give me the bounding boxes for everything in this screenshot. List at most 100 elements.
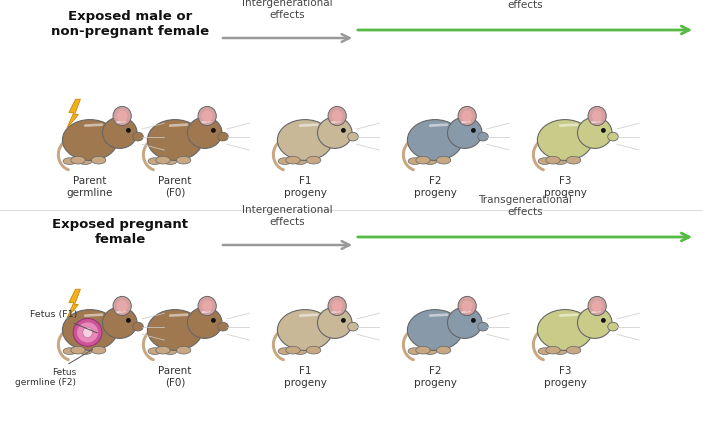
Ellipse shape bbox=[286, 156, 300, 164]
Ellipse shape bbox=[462, 110, 472, 122]
Ellipse shape bbox=[133, 322, 143, 331]
Ellipse shape bbox=[415, 156, 430, 164]
Ellipse shape bbox=[164, 348, 177, 354]
Polygon shape bbox=[67, 289, 80, 318]
Ellipse shape bbox=[63, 158, 77, 165]
Ellipse shape bbox=[423, 158, 437, 165]
Ellipse shape bbox=[553, 348, 567, 354]
Ellipse shape bbox=[91, 156, 106, 164]
Text: Intergenerational
effects: Intergenerational effects bbox=[243, 205, 333, 227]
Ellipse shape bbox=[592, 110, 602, 122]
Ellipse shape bbox=[592, 300, 602, 312]
Ellipse shape bbox=[148, 348, 162, 354]
Ellipse shape bbox=[148, 120, 202, 160]
Ellipse shape bbox=[307, 346, 321, 354]
Text: Fetus
germline (F2): Fetus germline (F2) bbox=[15, 349, 93, 387]
Ellipse shape bbox=[63, 120, 117, 160]
Ellipse shape bbox=[471, 128, 476, 133]
Ellipse shape bbox=[448, 307, 482, 338]
Text: Parent
(F0): Parent (F0) bbox=[158, 366, 192, 388]
Ellipse shape bbox=[408, 348, 422, 354]
Ellipse shape bbox=[423, 348, 437, 354]
Ellipse shape bbox=[77, 322, 98, 342]
Ellipse shape bbox=[79, 348, 92, 354]
Text: Parent
germline: Parent germline bbox=[67, 176, 113, 197]
Ellipse shape bbox=[202, 300, 212, 312]
Ellipse shape bbox=[332, 110, 342, 122]
Text: F2
progeny: F2 progeny bbox=[413, 366, 456, 388]
Ellipse shape bbox=[176, 346, 191, 354]
Ellipse shape bbox=[293, 158, 307, 165]
Ellipse shape bbox=[73, 318, 102, 346]
Ellipse shape bbox=[103, 117, 137, 148]
Ellipse shape bbox=[278, 348, 292, 354]
Ellipse shape bbox=[103, 307, 137, 338]
Ellipse shape bbox=[198, 107, 217, 125]
Ellipse shape bbox=[478, 322, 489, 331]
Ellipse shape bbox=[91, 346, 106, 354]
Ellipse shape bbox=[198, 296, 217, 316]
Ellipse shape bbox=[448, 117, 482, 148]
Ellipse shape bbox=[71, 346, 85, 354]
Ellipse shape bbox=[588, 296, 606, 316]
Ellipse shape bbox=[348, 322, 359, 331]
Ellipse shape bbox=[71, 156, 85, 164]
Ellipse shape bbox=[211, 128, 216, 133]
Ellipse shape bbox=[471, 318, 476, 323]
Ellipse shape bbox=[117, 110, 127, 122]
Ellipse shape bbox=[458, 107, 476, 125]
Ellipse shape bbox=[211, 318, 216, 323]
Ellipse shape bbox=[341, 318, 346, 323]
Ellipse shape bbox=[462, 300, 472, 312]
Ellipse shape bbox=[126, 128, 131, 133]
Ellipse shape bbox=[218, 322, 228, 331]
Ellipse shape bbox=[156, 156, 170, 164]
Ellipse shape bbox=[437, 346, 451, 354]
Ellipse shape bbox=[415, 346, 430, 354]
Ellipse shape bbox=[538, 348, 552, 354]
Ellipse shape bbox=[567, 346, 581, 354]
Ellipse shape bbox=[341, 128, 346, 133]
Ellipse shape bbox=[607, 322, 618, 331]
Text: Fetus (F1): Fetus (F1) bbox=[30, 311, 98, 333]
Ellipse shape bbox=[601, 128, 606, 133]
Ellipse shape bbox=[318, 307, 352, 338]
Ellipse shape bbox=[278, 120, 333, 160]
Ellipse shape bbox=[278, 309, 333, 350]
Ellipse shape bbox=[117, 300, 127, 312]
Ellipse shape bbox=[328, 296, 347, 316]
Text: F1
progeny: F1 progeny bbox=[283, 366, 326, 388]
Ellipse shape bbox=[538, 158, 552, 165]
Ellipse shape bbox=[553, 158, 567, 165]
Text: F3
progeny: F3 progeny bbox=[543, 366, 586, 388]
Polygon shape bbox=[67, 99, 80, 128]
Ellipse shape bbox=[126, 318, 131, 323]
Text: F3
progeny: F3 progeny bbox=[543, 176, 586, 197]
Ellipse shape bbox=[79, 158, 92, 165]
Ellipse shape bbox=[588, 107, 606, 125]
Ellipse shape bbox=[113, 107, 131, 125]
Ellipse shape bbox=[437, 156, 451, 164]
Ellipse shape bbox=[293, 348, 307, 354]
Ellipse shape bbox=[202, 110, 212, 122]
Ellipse shape bbox=[286, 346, 300, 354]
Ellipse shape bbox=[332, 300, 342, 312]
Ellipse shape bbox=[218, 132, 228, 141]
Ellipse shape bbox=[83, 327, 92, 338]
Ellipse shape bbox=[478, 132, 489, 141]
Ellipse shape bbox=[408, 120, 463, 160]
Ellipse shape bbox=[567, 156, 581, 164]
Ellipse shape bbox=[577, 117, 612, 148]
Ellipse shape bbox=[113, 296, 131, 316]
Ellipse shape bbox=[133, 132, 143, 141]
Ellipse shape bbox=[188, 307, 222, 338]
Ellipse shape bbox=[607, 132, 618, 141]
Text: Parent
(F0): Parent (F0) bbox=[158, 176, 192, 197]
Ellipse shape bbox=[63, 309, 117, 350]
Ellipse shape bbox=[546, 156, 560, 164]
Ellipse shape bbox=[537, 120, 593, 160]
Ellipse shape bbox=[577, 307, 612, 338]
Ellipse shape bbox=[328, 107, 347, 125]
Ellipse shape bbox=[63, 348, 77, 354]
Ellipse shape bbox=[318, 117, 352, 148]
